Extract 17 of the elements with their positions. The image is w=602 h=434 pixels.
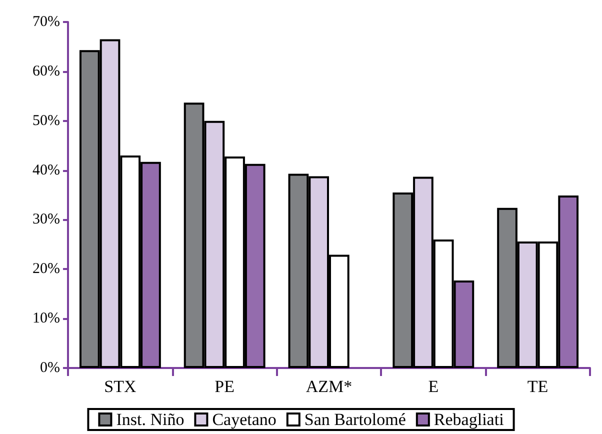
x-tick-label: STX xyxy=(104,377,136,396)
x-tick-label: PE xyxy=(214,377,235,396)
y-tick-label: 60% xyxy=(32,63,60,80)
legend-label: Rebagliati xyxy=(434,410,504,429)
y-tick-label: 50% xyxy=(32,112,60,129)
y-tick-label: 20% xyxy=(32,261,60,278)
y-tick-label: 30% xyxy=(32,212,60,228)
y-tick-label: 40% xyxy=(32,162,60,178)
y-tick-label: 10% xyxy=(32,310,60,327)
x-tick-label: TE xyxy=(527,377,548,396)
legend-label: Cayetano xyxy=(212,410,276,429)
y-tick-label: 0% xyxy=(40,360,60,376)
y-tick-label: 70% xyxy=(32,14,60,30)
x-tick-label: AZM* xyxy=(306,377,352,396)
legend-label: Inst. Niño xyxy=(116,410,184,429)
legend-label: San Bartolomé xyxy=(304,410,406,429)
x-tick-label: E xyxy=(428,377,439,396)
